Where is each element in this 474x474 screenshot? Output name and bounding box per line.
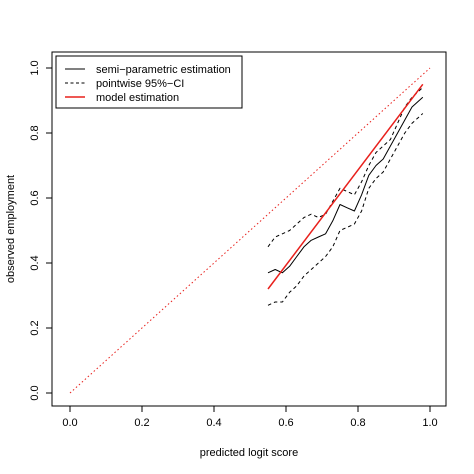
series-line-model-estimation <box>267 83 424 290</box>
diagonal-reference-line <box>69 67 431 394</box>
x-tick-label: 0.2 <box>134 417 149 429</box>
x-tick-label: 0.0 <box>62 417 77 429</box>
y-axis-title: observed employment <box>5 175 17 283</box>
series-line-pointwise-95-ci-lower <box>267 113 424 306</box>
legend-label: model estimation <box>96 92 179 104</box>
legend-label: semi−parametric estimation <box>96 64 231 76</box>
y-tick-label: 0.0 <box>29 385 41 400</box>
x-tick-label: 0.8 <box>350 417 365 429</box>
x-axis: 0.0 0.2 0.4 0.6 0.8 1.0 <box>62 405 438 429</box>
y-tick-label: 1.0 <box>29 60 41 75</box>
legend-label: pointwise 95%−CI <box>96 78 184 90</box>
y-tick-label: 0.4 <box>29 255 41 270</box>
series-layer <box>267 83 424 306</box>
y-tick-label: 0.8 <box>29 125 41 140</box>
legend-box <box>55 55 243 109</box>
diagonal-layer <box>69 67 431 394</box>
legend: semi−parametric estimation pointwise 95%−… <box>55 55 243 109</box>
x-tick-label: 0.6 <box>278 417 293 429</box>
series-line-semi-parametric-estimation <box>267 96 424 274</box>
y-tick-label: 0.2 <box>29 320 41 335</box>
x-tick-label: 0.4 <box>206 417 221 429</box>
x-axis-title: predicted logit score <box>200 447 298 459</box>
y-axis: 0.0 0.2 0.4 0.6 0.8 1.0 <box>29 60 53 401</box>
y-tick-label: 0.6 <box>29 190 41 205</box>
x-tick-label: 1.0 <box>422 417 437 429</box>
